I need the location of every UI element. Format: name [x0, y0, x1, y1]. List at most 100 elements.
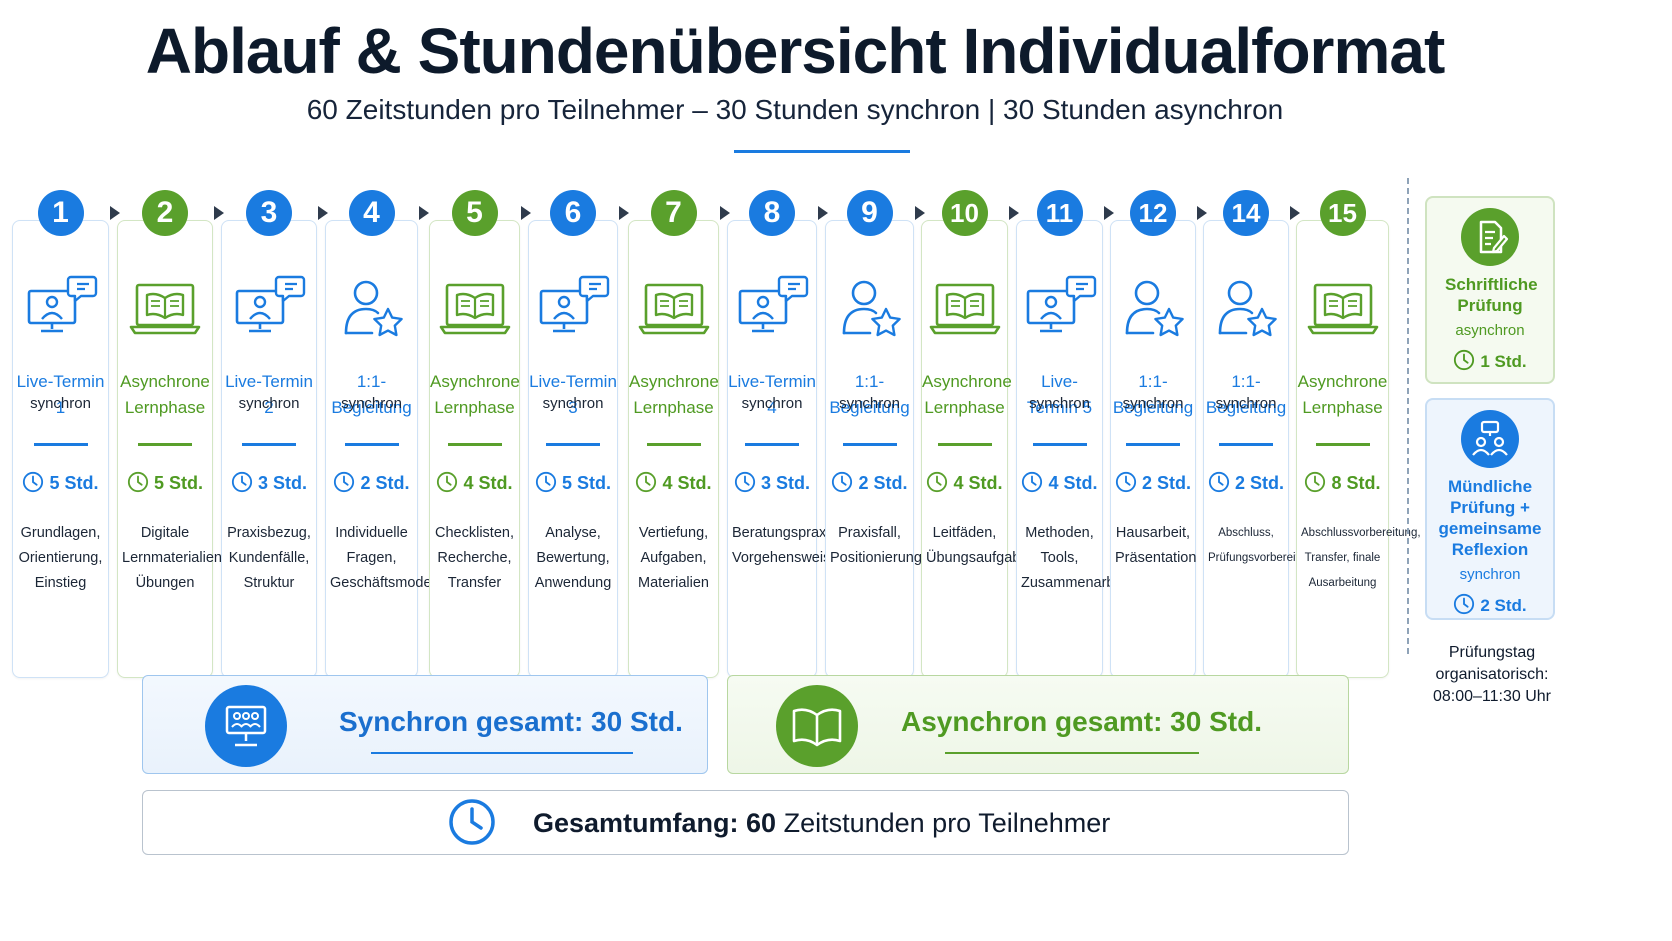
timeline-row: Live-Termin 1 synchron 5 Std. Grundlagen, Or… [12, 190, 1487, 680]
step-title-line-1: 1:1-Begleitung [1205, 372, 1287, 417]
exam-written-mode: asynchron [1455, 322, 1525, 339]
step-hours-value: 3 Std. [760, 473, 810, 493]
step-description-line: Orientierung, [18, 550, 103, 566]
step-divider [745, 443, 799, 446]
step-title-line-1: Asynchrone [1297, 372, 1388, 391]
step-number-badge: 8 [749, 190, 795, 236]
classroom-screen-icon [205, 685, 287, 767]
step-description-line: Analyse, [545, 525, 601, 541]
step-description-line: Anwendung [534, 575, 612, 591]
step-description-line: Aufgaben, [640, 550, 707, 566]
step-description-line: Checklisten, [435, 525, 514, 541]
summary-total-bold: Gesamtumfang: 60 [533, 808, 777, 838]
step-number-badge: 15 [1319, 190, 1366, 236]
live-session-icon [229, 269, 309, 349]
step-description-line: Tools, [1040, 550, 1079, 566]
summary-sync-label: Synchron gesamt: 30 Std. [339, 706, 683, 737]
step-mode: synchron [30, 395, 91, 412]
live-session-icon [732, 269, 812, 349]
step-description-line: Praxisfall, [838, 525, 901, 541]
exam-oral-mode: synchron [1459, 566, 1521, 583]
step-title: Asynchrone Lernphase [430, 369, 520, 421]
step-mode: synchron [839, 395, 900, 412]
coaching-star-icon [830, 269, 910, 349]
step-description-line: Einstieg [34, 575, 87, 591]
step-description-line: Kundenfälle, [228, 550, 310, 566]
step-divider [447, 443, 502, 446]
step-description: Praxisfall, Positionierung [830, 521, 922, 571]
exam-card-oral: Mündliche Prüfung + gemeinsame Reflexion… [1425, 398, 1555, 620]
clock-icon [636, 471, 657, 493]
clock-icon [832, 471, 853, 493]
step-description: Individuelle Fragen, Geschäftsmodell [330, 521, 438, 596]
exam-card-written: Schriftliche Prüfung asynchron 1 Std. [1425, 196, 1555, 384]
book-laptop-icon [435, 269, 515, 349]
step-hours-value: 4 Std. [1048, 473, 1098, 493]
flow-arrow-icon [318, 206, 328, 220]
step-description: Grundlagen, Orientierung, Einstieg [17, 521, 104, 596]
step-title: Asynchrone Lernphase [1297, 369, 1388, 421]
step-description-line: Materialien [638, 575, 709, 591]
live-session-icon [1020, 269, 1100, 349]
step-hours: 8 Std. [1297, 471, 1388, 494]
summary-total: Gesamtumfang: 60 Zeitstunden pro Teilneh… [142, 790, 1349, 855]
exam-written-hours-value: 1 Std. [1480, 352, 1527, 371]
exam-oral-hours-value: 2 Std. [1480, 596, 1527, 615]
step-hours: 4 Std. [922, 471, 1007, 494]
step-hours: 2 Std. [1111, 471, 1195, 494]
step-title: Live-Termin 1 [13, 369, 108, 421]
step-number-badge: 2 [142, 190, 188, 236]
step-description: Beratungspraxis, Vorgehensweise [732, 521, 841, 571]
step-description: Digitale Lernmaterialien, Übungen [122, 521, 226, 596]
step-number-badge: 3 [246, 190, 292, 236]
step-hours-value: 2 Std. [858, 473, 908, 493]
step-title-line-1: 1:1-Begleitung [331, 372, 412, 417]
step-title-line-2: Lernphase [124, 398, 206, 417]
step-description-line: Lernmaterialien, [122, 550, 226, 566]
step-description-line: Ausarbeitung [1308, 577, 1377, 589]
step-divider [344, 443, 399, 446]
summary-total-rest: Zeitstunden pro Teilnehmer [776, 808, 1111, 838]
clock-icon [1115, 471, 1137, 493]
clock-icon [1022, 471, 1043, 493]
step-description-line: Methoden, [1025, 525, 1094, 541]
step-title: Live-Termin 3 [529, 369, 617, 421]
step-title: Asynchrone Lernphase [118, 369, 212, 421]
step-title-line-2: Lernphase [1302, 398, 1383, 417]
step-card: Live-Termin 5 synchron 4 Std. Methoden, Tool… [1016, 220, 1130, 678]
title-underline [734, 150, 910, 153]
step-card: 1:1-Begleitung synchron 2 Std. Praxisfall, P… [825, 220, 922, 678]
step-divider [1219, 443, 1273, 446]
exam-note-line-3: 08:00–11:30 Uhr [1432, 688, 1551, 705]
step-card: Asynchrone Lernphase 4 Std. Leitfäden, Übung… [921, 220, 1036, 678]
exam-note-line-1: Prüfungstag [1448, 644, 1536, 661]
page-title: Ablauf & Stundenübersicht Individualform… [145, 15, 1446, 87]
step-title: Live-Termin 4 [728, 369, 816, 421]
step-card: Asynchrone Lernphase 5 Std. Digitale Lernmat… [117, 220, 226, 678]
step-title-line-2: Lernphase [434, 398, 515, 417]
step-divider [842, 443, 897, 446]
exam-divider [1407, 178, 1409, 654]
flow-arrow-icon [1197, 206, 1207, 220]
step-hours: 3 Std. [222, 471, 316, 494]
step-title-line-1: Asynchrone [922, 372, 1012, 391]
step-title: 1:1-Begleitung [826, 369, 913, 421]
step-title-line-1: Live-Termin 2 [225, 372, 313, 417]
step-mode: synchron [1029, 395, 1090, 412]
step-description-line: Geschäftsmodell [330, 575, 438, 591]
book-laptop-icon [634, 269, 714, 349]
step-number-badge: 14 [1223, 190, 1269, 236]
step-hours-value: 5 Std. [153, 473, 203, 493]
step-description-line: Digitale [140, 525, 190, 541]
step-title-line-1: Asynchrone [629, 372, 719, 391]
summary-total-text: Gesamtumfang: 60 Zeitstunden pro Teilneh… [533, 808, 1110, 839]
step-description: Hausarbeit, Präsentation [1115, 521, 1196, 571]
step-number-badge: 6 [550, 190, 596, 236]
step-description: Leitfäden, Übungsaufgaben [926, 521, 1036, 571]
step-mode: synchron [238, 395, 300, 412]
step-hours: 2 Std. [1204, 471, 1288, 494]
summary-async-label: Asynchron gesamt: 30 Std. [901, 706, 1262, 737]
step-hours-value: 4 Std. [953, 473, 1003, 493]
step-description-line: Prüfungsvorbereitung [1208, 552, 1318, 564]
exam-oral-title: Mündliche Prüfung + gemeinsame Reflexion [1438, 477, 1542, 559]
